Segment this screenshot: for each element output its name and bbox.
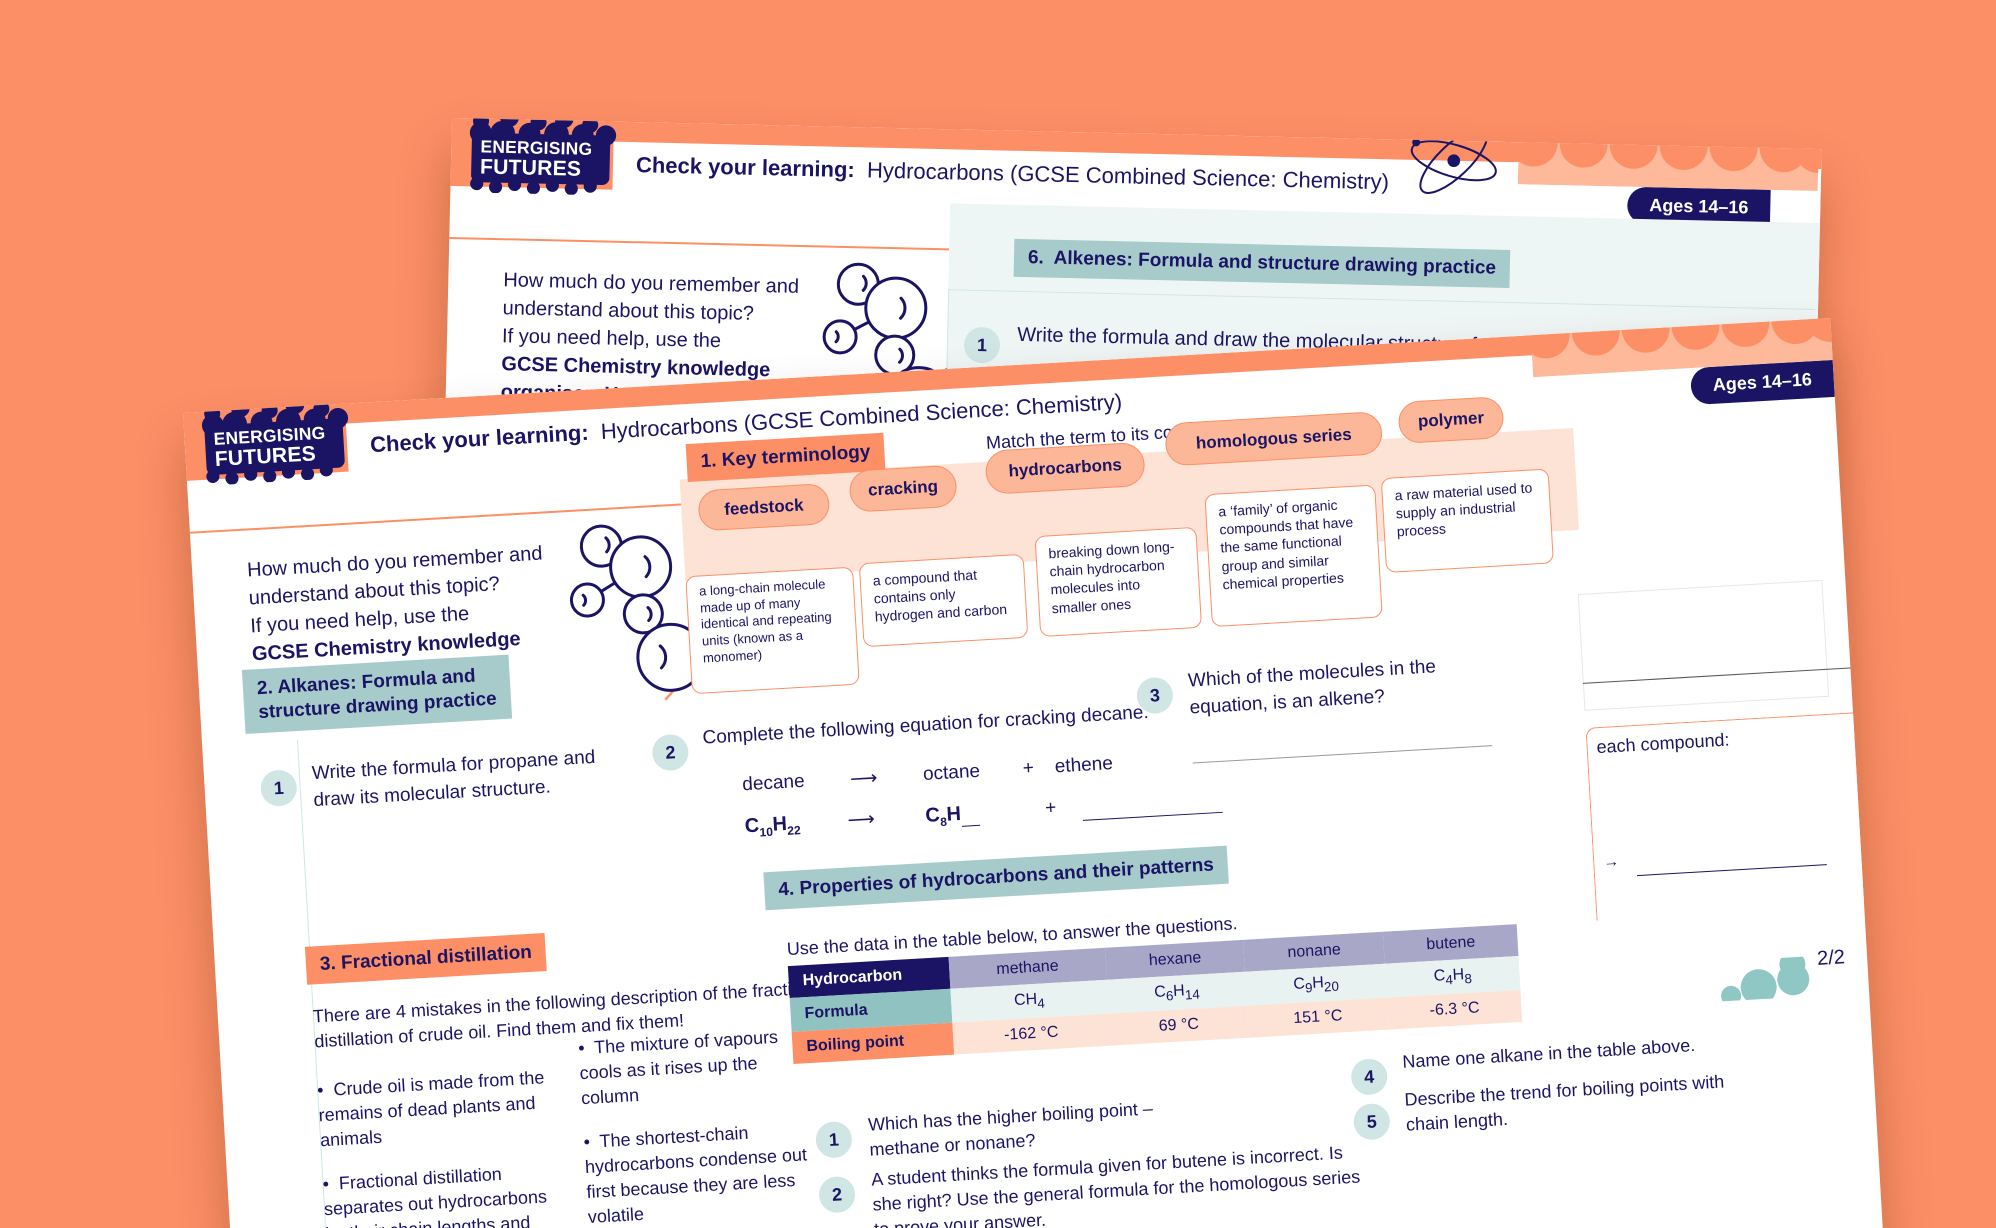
svg-text:FUTURES: FUTURES [480,155,582,180]
